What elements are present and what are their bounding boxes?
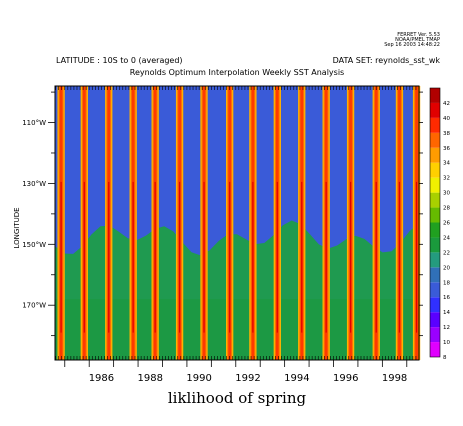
colorbar-label: 28 [443,206,450,212]
colorbar-swatch [430,342,440,357]
colorbar-label: 32 [443,176,450,182]
colorbar-swatch [430,102,440,118]
colorbar-label: 36 [443,146,450,152]
colorbar-label: 8 [443,355,447,361]
colorbar-swatch [430,132,440,148]
warm-stripes-group [57,86,421,360]
colorbar-label: 10 [443,340,450,346]
colorbar-label: 34 [443,161,450,167]
stripe-core [154,181,156,333]
colorbar-swatch [430,312,440,328]
warm-stripe [151,86,159,360]
warm-stripe [322,86,330,360]
stripe-core [375,181,377,333]
x-tick-label: 1992 [235,373,260,384]
stripe-core [276,181,278,333]
y-tick-label: 130°W [22,180,46,188]
warm-stripe [346,86,355,360]
warm-stripe [105,86,113,360]
colorbar-label: 18 [443,280,450,286]
x-tick-label: 1990 [186,373,211,384]
colorbar-swatch [430,237,440,253]
x-tick-label: 1986 [89,373,114,384]
stamp-line-3: Sep 16 2003 14:48:22 [384,42,440,48]
colorbar-swatch [430,207,440,223]
stripe-core [325,181,327,333]
colorbar-label: 20 [443,265,450,271]
colorbar-label: 42 [443,101,450,107]
y-tick-label: 110°W [22,119,46,127]
x-tick-label: 1988 [138,373,163,384]
plot-frame [54,85,420,361]
warm-stripe [298,86,306,360]
warm-stripe [175,86,184,360]
stripe-core [203,181,205,333]
y-axis-ticks: 110°W 130°W 150°W 170°W [22,91,423,337]
colorbar-swatch [430,147,440,163]
x-axis-ticks: 1986 1988 1990 1992 1994 1996 1998 [55,86,420,384]
plot-lower-band [55,299,419,360]
colorbar-swatch [430,177,440,193]
stripe-core [350,181,352,333]
y-axis-label: LONGITUDE [13,207,21,248]
colorbar-label: 38 [443,131,450,137]
stripe-core [132,181,134,333]
colorbar-swatch [430,222,440,238]
stripe-core [179,181,181,333]
stripe-core [398,181,401,333]
stamp-line-2: NOAA/PMEL TMAP [395,37,440,43]
stripe-core [83,181,85,333]
y-tick-label: 170°W [22,302,46,310]
stripe-core [252,181,254,333]
stripe-core [301,181,303,333]
stripe-core [60,181,62,333]
colorbar-label: 22 [443,250,450,256]
colorbar: 8 10 12 14 16 18 20 22 24 26 28 30 32 34 36 38 40 42 [429,87,450,361]
stripe-core [108,181,110,333]
y-tick-label: 150°W [22,241,46,249]
colorbar-swatch [430,282,440,298]
colorbar-swatch [430,327,440,343]
colorbar-label: 26 [443,221,450,227]
warm-stripe [57,86,65,360]
colorbar-label: 24 [443,235,450,241]
colorbar-label: 14 [443,310,450,316]
warm-stripe [80,86,88,360]
stripe-core [415,181,418,333]
x-axis-title: liklihood of spring [168,389,307,407]
warm-stripe [395,86,404,360]
header-latitude: LATITUDE : 10S to 0 (averaged) [56,56,183,65]
warm-stripe [273,86,281,360]
warm-stripe [412,86,421,360]
warm-stripe [226,86,234,360]
colorbar-label: 12 [443,325,450,331]
warm-stripe [200,86,208,360]
x-tick-label: 1994 [284,373,309,384]
colorbar-swatch [430,297,440,313]
ferret-stamp: FERRET Ver. 5.53 NOAA/PMEL TMAP Sep 16 2… [384,32,440,48]
warm-stripe [129,86,137,360]
x-tick-label: 1998 [382,373,407,384]
plot-area: 1986 1988 1990 1992 1994 1996 1998 110°W130°W1… [22,85,423,384]
colorbar-swatch [430,267,440,283]
colorbar-frame [429,87,441,358]
colorbar-swatch [430,162,440,178]
stamp-line-1: FERRET Ver. 5.53 [397,32,440,38]
x-tick-label: 1996 [333,373,358,384]
warm-stripe [372,86,380,360]
warm-stripe [249,86,257,360]
colorbar-label: 40 [443,116,450,122]
colorbar-label: 30 [443,191,450,197]
colorbar-swatch [430,117,440,133]
stripe-core [229,181,231,333]
colorbar-swatch [430,192,440,208]
header-dataset: DATA SET: reynolds_sst_wk [333,56,441,65]
colorbar-swatch [430,88,440,103]
colorbar-swatch [430,252,440,268]
chart-title: Reynolds Optimum Interpolation Weekly SS… [130,68,344,77]
colorbar-label: 16 [443,295,450,301]
